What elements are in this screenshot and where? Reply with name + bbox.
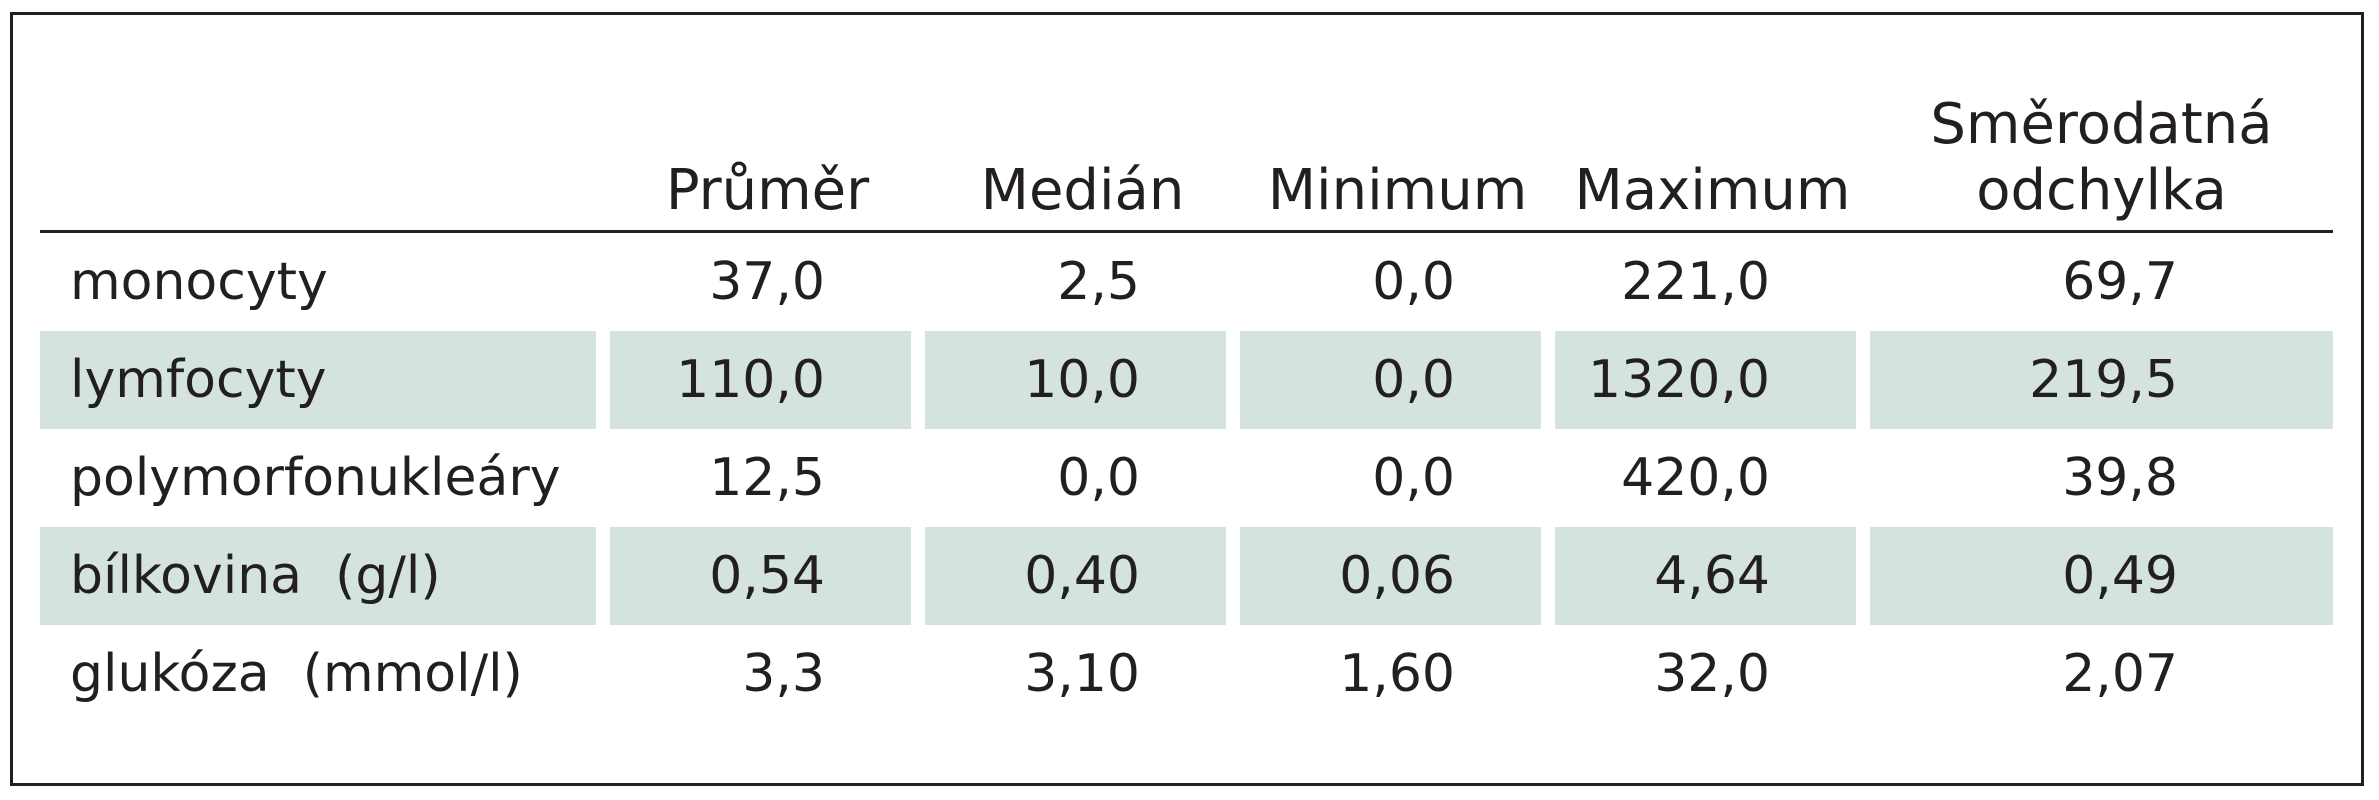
- row-label: bílkovina (g/l): [40, 527, 610, 625]
- cell-maximum: 420,0: [1621, 448, 1770, 508]
- row-label: monocyty: [70, 252, 328, 312]
- cell-median: 0,0: [1057, 448, 1140, 508]
- cell-smerodatna-odchylka: 39,8: [2062, 448, 2178, 508]
- row-label: lymfocyty: [40, 331, 610, 429]
- cell-median: 0,40: [925, 527, 1240, 625]
- header-prumer: Průměr: [610, 66, 925, 233]
- cell-minimum: 0,0: [1240, 331, 1555, 429]
- cell-minimum: 1,60: [1339, 644, 1455, 704]
- cell-prumer: 3,3: [742, 644, 825, 704]
- cell-smerodatna-odchylka: 219,5: [1870, 331, 2333, 429]
- cell-median: 3,10: [1024, 644, 1140, 704]
- row-label: glukóza (mmol/l): [70, 644, 523, 704]
- cell-median: 2,5: [1057, 252, 1140, 312]
- table-row-monocyty: monocyty 37,0 2,5 0,0 221,0 69,7: [40, 233, 2333, 331]
- header-median: Medián: [925, 66, 1240, 233]
- table-frame: [10, 12, 2364, 786]
- cell-maximum: 32,0: [1654, 644, 1770, 704]
- cell-prumer: 12,5: [709, 448, 825, 508]
- header-empty-cell: [40, 66, 610, 233]
- table-row-polymorfonuklearny: polymorfonukleáry 12,5 0,0 0,0 420,0 39,…: [40, 429, 2333, 527]
- cell-maximum: 221,0: [1621, 252, 1770, 312]
- header-smerodatna-odchylka: Směrodatná odchylka: [1870, 66, 2333, 233]
- cell-prumer: 110,0: [610, 331, 925, 429]
- cell-maximum: 1320,0: [1555, 331, 1870, 429]
- cell-smerodatna-odchylka: 0,49: [1870, 527, 2333, 625]
- cell-minimum: 0,0: [1372, 448, 1455, 508]
- cell-maximum: 4,64: [1555, 527, 1870, 625]
- header-maximum: Maximum: [1555, 66, 1870, 233]
- cell-smerodatna-odchylka: 69,7: [2062, 252, 2178, 312]
- table-row-lymfocyty: lymfocyty 110,0 10,0 0,0 1320,0 219,5: [40, 331, 2333, 429]
- statistics-table: Průměr Medián Minimum Maximum Směrodatná…: [40, 66, 2333, 723]
- cell-prumer: 0,54: [610, 527, 925, 625]
- header-smerodatna-line1: Směrodatná: [1930, 92, 2273, 157]
- cell-prumer: 37,0: [709, 252, 825, 312]
- table-row-glukoza: glukóza (mmol/l) 3,3 3,10 1,60 32,0 2,07: [40, 625, 2333, 723]
- cell-smerodatna-odchylka: 2,07: [2062, 644, 2178, 704]
- row-label: polymorfonukleáry: [70, 448, 561, 508]
- header-smerodatna-line2: odchylka: [1976, 158, 2227, 223]
- table-header-row: Průměr Medián Minimum Maximum Směrodatná…: [40, 66, 2333, 233]
- cell-median: 10,0: [925, 331, 1240, 429]
- header-minimum: Minimum: [1240, 66, 1555, 233]
- cell-minimum: 0,06: [1240, 527, 1555, 625]
- table-row-bilkovina: bílkovina (g/l) 0,54 0,40 0,06 4,64 0,49: [40, 527, 2333, 625]
- cell-minimum: 0,0: [1372, 252, 1455, 312]
